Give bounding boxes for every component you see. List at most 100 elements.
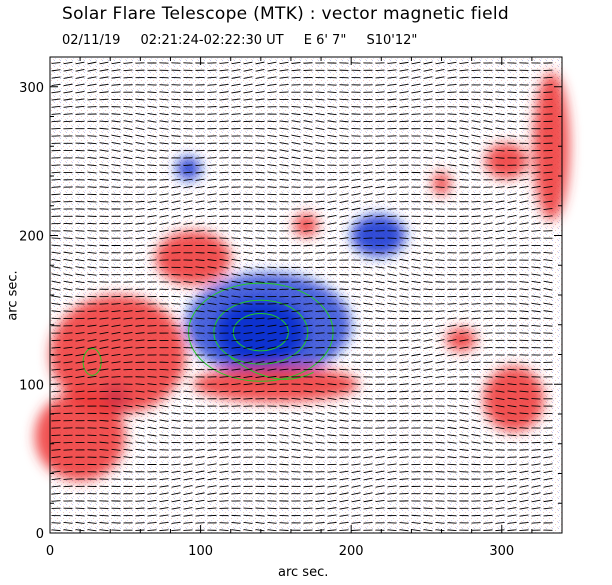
field-vector bbox=[99, 171, 109, 174]
field-vector bbox=[243, 398, 253, 400]
field-vector bbox=[147, 507, 157, 510]
field-vector bbox=[435, 441, 445, 444]
field-vector bbox=[375, 106, 385, 108]
field-vector bbox=[87, 375, 97, 378]
field-vector bbox=[375, 215, 385, 218]
field-vector bbox=[411, 361, 421, 364]
field-vector bbox=[507, 485, 517, 488]
field-vector bbox=[99, 134, 109, 138]
field-vector bbox=[303, 237, 313, 240]
field-vector bbox=[411, 514, 421, 517]
field-vector bbox=[519, 412, 529, 415]
field-vector bbox=[363, 178, 373, 181]
field-vector bbox=[255, 251, 265, 254]
field-vector bbox=[411, 390, 421, 393]
field-vector bbox=[87, 361, 97, 364]
x-tick-label: 100 bbox=[188, 544, 213, 559]
x-axis-label: arc sec. bbox=[278, 565, 329, 580]
field-vector bbox=[339, 397, 349, 400]
field-vector bbox=[255, 83, 265, 87]
field-vector bbox=[435, 259, 445, 261]
field-vector bbox=[195, 310, 205, 313]
field-vector bbox=[159, 529, 169, 532]
field-vector bbox=[363, 295, 373, 298]
field-vector bbox=[339, 186, 349, 189]
field-vector bbox=[183, 507, 193, 510]
field-vector bbox=[231, 529, 241, 532]
field-vector bbox=[207, 288, 217, 291]
field-vector bbox=[351, 266, 361, 269]
field-vector bbox=[387, 186, 397, 188]
field-vector bbox=[111, 303, 121, 305]
field-vector bbox=[399, 522, 409, 524]
field-vector bbox=[123, 456, 133, 459]
field-vector bbox=[219, 485, 229, 488]
field-vector bbox=[471, 62, 481, 64]
field-vector bbox=[135, 200, 145, 203]
field-vector bbox=[495, 222, 505, 225]
field-vector bbox=[195, 324, 205, 327]
field-vector bbox=[267, 419, 277, 422]
field-vector bbox=[279, 134, 289, 138]
field-vector bbox=[87, 507, 97, 510]
field-vector bbox=[351, 185, 361, 189]
field-vector bbox=[447, 317, 457, 320]
vector-field bbox=[51, 61, 553, 532]
field-vector bbox=[363, 302, 373, 305]
field-vector bbox=[291, 419, 301, 422]
field-vector bbox=[111, 69, 121, 72]
field-vector bbox=[231, 463, 241, 466]
field-vector bbox=[123, 120, 133, 123]
field-vector bbox=[207, 106, 217, 108]
field-vector bbox=[87, 83, 97, 87]
field-vector bbox=[99, 441, 109, 444]
field-vector bbox=[279, 317, 289, 320]
field-vector bbox=[543, 200, 553, 203]
field-vector bbox=[195, 485, 205, 488]
field-vector bbox=[375, 186, 385, 189]
field-vector bbox=[339, 142, 349, 145]
field-vector bbox=[327, 397, 337, 400]
field-vector bbox=[315, 207, 325, 211]
field-vector bbox=[111, 324, 121, 327]
field-vector bbox=[315, 164, 325, 167]
field-vector bbox=[495, 193, 505, 196]
field-vector bbox=[399, 398, 409, 400]
field-vector bbox=[267, 83, 277, 86]
field-vector bbox=[471, 237, 481, 240]
field-vector bbox=[135, 507, 145, 510]
field-vector bbox=[159, 514, 169, 517]
field-vector bbox=[267, 449, 277, 451]
field-vector bbox=[543, 91, 553, 93]
field-vector bbox=[219, 295, 229, 298]
field-vector bbox=[291, 397, 301, 400]
field-vector bbox=[63, 398, 73, 400]
field-vector bbox=[447, 434, 457, 437]
field-vector bbox=[183, 456, 193, 459]
field-vector bbox=[123, 230, 133, 232]
field-vector bbox=[399, 69, 409, 72]
field-vector bbox=[267, 186, 277, 188]
field-vector bbox=[447, 156, 457, 160]
field-vector bbox=[207, 470, 217, 473]
field-vector bbox=[435, 142, 445, 145]
field-vector bbox=[423, 259, 433, 262]
field-vector bbox=[351, 397, 361, 400]
field-vector bbox=[279, 156, 289, 160]
field-vector bbox=[291, 331, 301, 335]
field-vector bbox=[387, 354, 397, 356]
field-vector bbox=[471, 463, 481, 466]
field-vector bbox=[63, 332, 73, 334]
field-vector bbox=[327, 251, 337, 254]
field-vector bbox=[351, 317, 361, 320]
field-vector bbox=[543, 441, 553, 444]
field-vector bbox=[183, 200, 193, 204]
field-vector bbox=[159, 376, 169, 378]
field-vector bbox=[75, 295, 85, 298]
field-vector bbox=[243, 76, 253, 79]
field-vector bbox=[519, 113, 529, 115]
field-vector bbox=[387, 449, 397, 451]
field-vector bbox=[231, 470, 241, 473]
field-vector bbox=[435, 164, 445, 167]
field-vector bbox=[75, 83, 85, 87]
